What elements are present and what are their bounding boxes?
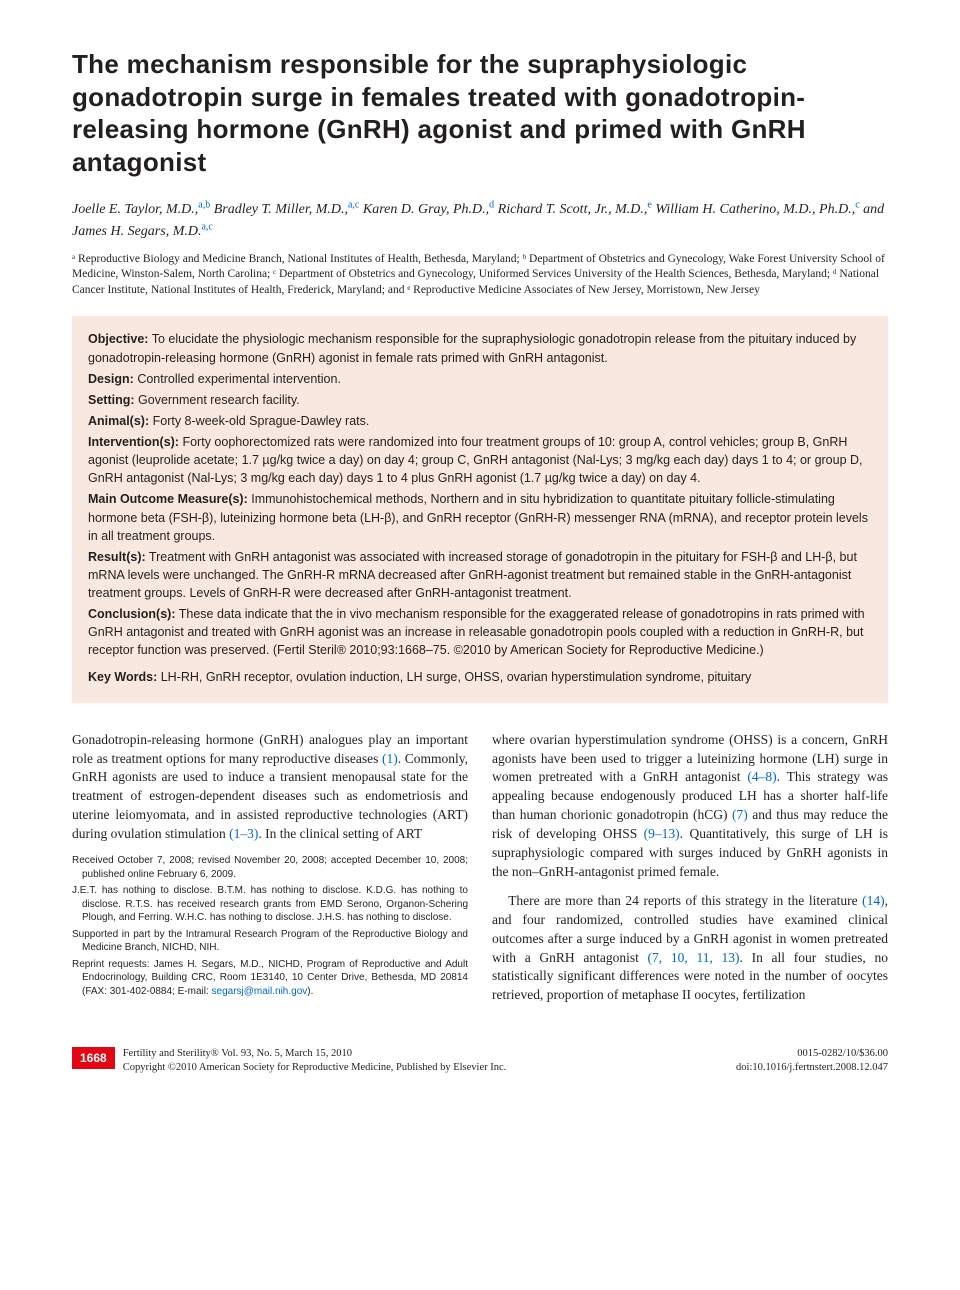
footnote-support: Supported in part by the Intramural Rese… <box>72 928 468 955</box>
affil-link[interactable]: d <box>489 199 494 210</box>
abstract-label: Conclusion(s): <box>88 607 176 621</box>
abstract-label: Main Outcome Measure(s): <box>88 492 248 506</box>
author: Bradley T. Miller, M.D.,a,c <box>214 202 360 217</box>
affil-link[interactable]: a,c <box>201 221 212 232</box>
author: Karen D. Gray, Ph.D.,d <box>363 202 494 217</box>
abstract-text: These data indicate that the in vivo mec… <box>88 607 865 657</box>
left-column: Gonadotropin-releasing hormone (GnRH) an… <box>72 731 468 1015</box>
abstract-text: Forty 8-week-old Sprague-Dawley rats. <box>153 414 370 428</box>
citation-link[interactable]: (7) <box>732 807 748 822</box>
affil-link[interactable]: e <box>647 199 651 210</box>
affil-link[interactable]: a,b <box>198 199 210 210</box>
abstract-text: Government research facility. <box>138 393 300 407</box>
abstract-label: Result(s): <box>88 550 146 564</box>
doi: doi:10.1016/j.fertnstert.2008.12.047 <box>736 1061 888 1075</box>
abstract-label: Setting: <box>88 393 135 407</box>
issn: 0015-0282/10/$36.00 <box>736 1047 888 1061</box>
keywords-label: Key Words: <box>88 670 157 684</box>
author-list: Joelle E. Taylor, M.D.,a,b Bradley T. Mi… <box>72 198 888 242</box>
right-column: where ovarian hyperstimulation syndrome … <box>492 731 888 1015</box>
journal-info: Fertility and Sterility® Vol. 93, No. 5,… <box>123 1047 507 1061</box>
abstract-label: Intervention(s): <box>88 435 179 449</box>
abstract-label: Objective: <box>88 332 148 346</box>
keywords-text: LH-RH, GnRH receptor, ovulation inductio… <box>161 670 752 684</box>
abstract-text: Controlled experimental intervention. <box>137 372 341 386</box>
body-paragraph: where ovarian hyperstimulation syndrome … <box>492 731 888 882</box>
citation-link[interactable]: (1) <box>382 751 398 766</box>
citation-link[interactable]: (14) <box>862 893 885 908</box>
email-link[interactable]: segarsj@mail.nih.gov <box>212 986 308 997</box>
abstract-text: To elucidate the physiologic mechanism r… <box>88 332 856 364</box>
article-title: The mechanism responsible for the suprap… <box>72 48 888 178</box>
abstract-text: Treatment with GnRH antagonist was assoc… <box>88 550 857 600</box>
affil-link[interactable]: c <box>855 199 859 210</box>
citation-link[interactable]: (1–3) <box>229 826 258 841</box>
citation-link[interactable]: (9–13) <box>644 826 680 841</box>
citation-link[interactable]: (4–8) <box>747 769 776 784</box>
affil-link[interactable]: a,c <box>348 199 359 210</box>
body-paragraph: There are more than 24 reports of this s… <box>492 892 888 1005</box>
body-columns: Gonadotropin-releasing hormone (GnRH) an… <box>72 731 888 1015</box>
footnote-disclosure: J.E.T. has nothing to disclose. B.T.M. h… <box>72 884 468 925</box>
affiliations: ᵃ Reproductive Biology and Medicine Bran… <box>72 252 888 299</box>
author: William H. Catherino, M.D., Ph.D.,c <box>655 202 859 217</box>
footnotes: Received October 7, 2008; revised Novemb… <box>72 854 468 998</box>
abstract-box: Objective: To elucidate the physiologic … <box>72 316 888 702</box>
author: Richard T. Scott, Jr., M.D.,e <box>498 202 652 217</box>
copyright: Copyright ©2010 American Society for Rep… <box>123 1061 507 1075</box>
abstract-text: Forty oophorectomized rats were randomiz… <box>88 435 863 485</box>
page-number-badge: 1668 <box>72 1047 115 1069</box>
citation-link[interactable]: (7, 10, 11, 13) <box>648 950 740 965</box>
footnote-reprint: Reprint requests: James H. Segars, M.D.,… <box>72 958 468 999</box>
abstract-label: Animal(s): <box>88 414 149 428</box>
page-footer: 1668 Fertility and Sterility® Vol. 93, N… <box>72 1047 888 1074</box>
body-paragraph: Gonadotropin-releasing hormone (GnRH) an… <box>72 731 468 844</box>
abstract-label: Design: <box>88 372 134 386</box>
author: Joelle E. Taylor, M.D.,a,b <box>72 202 210 217</box>
footnote-received: Received October 7, 2008; revised Novemb… <box>72 854 468 881</box>
